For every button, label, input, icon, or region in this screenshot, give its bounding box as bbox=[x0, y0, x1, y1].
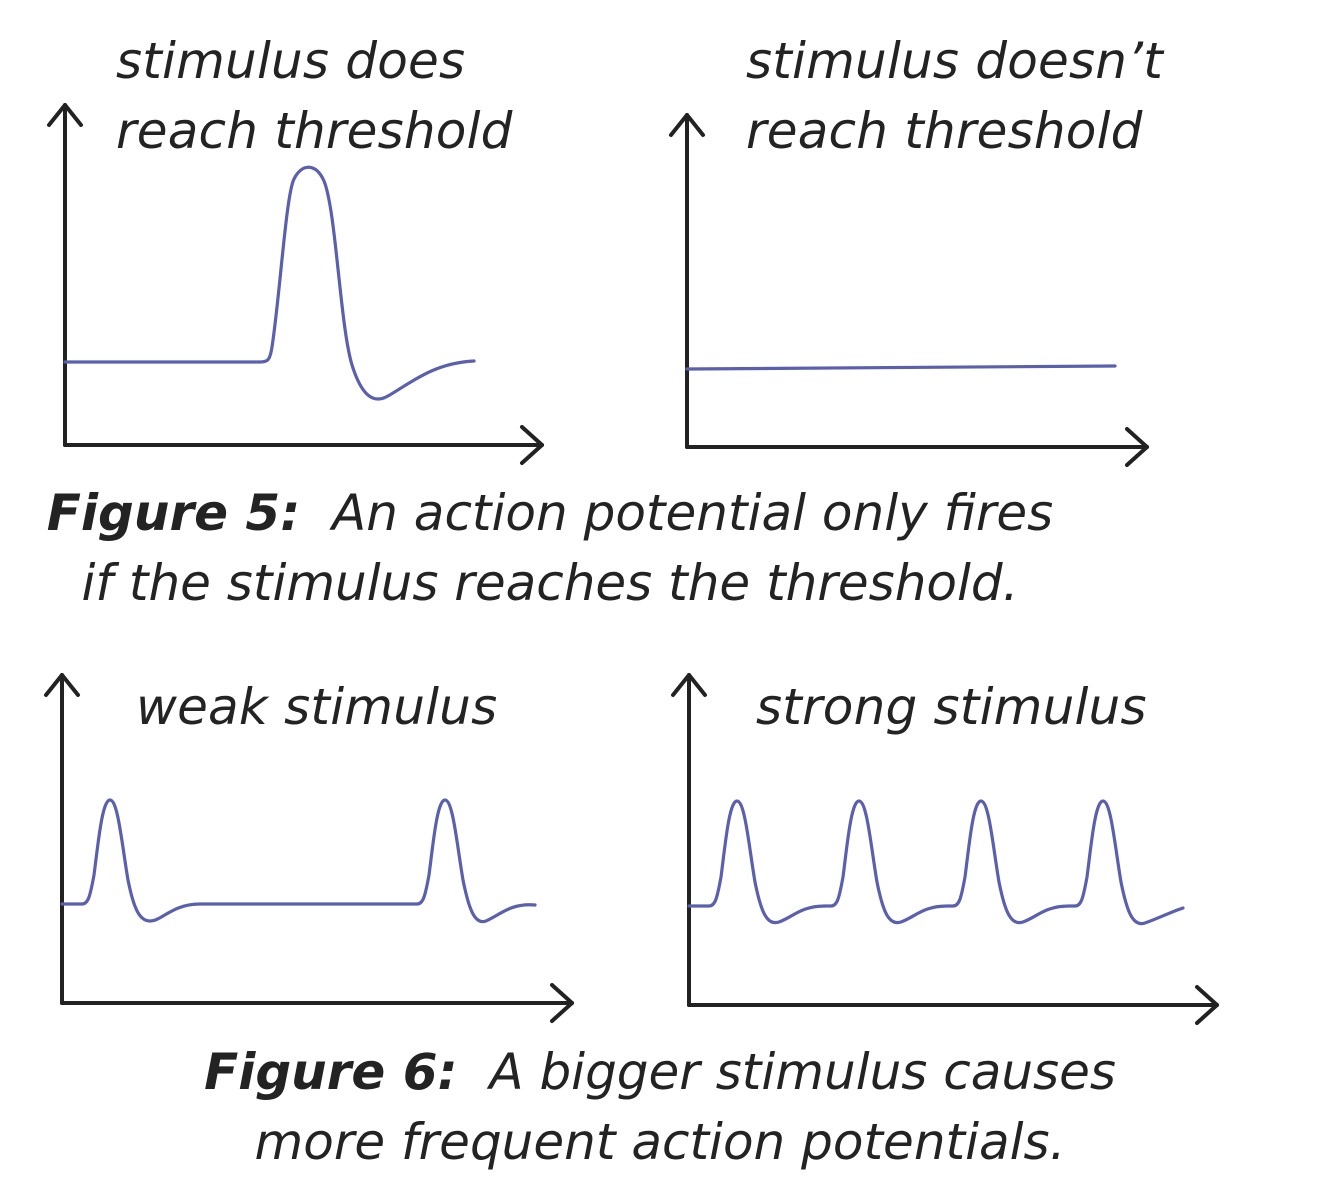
figure-6-caption-line-2: more frequent action potentials. bbox=[40, 1107, 1280, 1177]
panel-title-threshold-reached: stimulus does reach threshold bbox=[116, 32, 513, 160]
figure-6-caption-text-1: A bigger stimulus causes bbox=[489, 1043, 1116, 1101]
axes bbox=[669, 113, 1149, 467]
figure-5-caption: Figure 5: An action potential only fires… bbox=[40, 478, 1140, 618]
figure-6-caption-line-1: Figure 6: A bigger stimulus causes bbox=[40, 1037, 1280, 1107]
plot-strong-stimulus bbox=[671, 673, 1219, 1025]
action-potential-trace bbox=[63, 165, 476, 401]
axes bbox=[44, 673, 574, 1023]
plot-threshold-reached bbox=[47, 103, 544, 465]
flat-resting-trace bbox=[685, 364, 1117, 371]
strong-stimulus-trace bbox=[687, 799, 1185, 926]
y-axis-arrowhead bbox=[671, 673, 707, 697]
x-axis-arrowhead bbox=[520, 425, 544, 465]
plot-weak-stimulus bbox=[44, 673, 574, 1023]
figure-5-caption-line-2: if the stimulus reaches the threshold. bbox=[40, 548, 1140, 618]
y-axis-arrowhead bbox=[669, 113, 705, 137]
panel-title-threshold-not-reached: stimulus doesn’t reach threshold bbox=[746, 32, 1163, 160]
x-axis-arrowhead bbox=[1125, 427, 1149, 467]
figure-5-caption-text-1: An action potential only fires bbox=[332, 484, 1054, 542]
axes bbox=[671, 673, 1219, 1025]
axes bbox=[47, 103, 544, 465]
figure-6-caption-text-2: more frequent action potentials. bbox=[254, 1113, 1066, 1171]
figure-6-label: Figure 6: bbox=[204, 1043, 458, 1101]
y-axis-arrowhead bbox=[47, 103, 83, 127]
weak-stimulus-trace bbox=[60, 798, 537, 924]
figure-5-caption-text-2: if the stimulus reaches the threshold. bbox=[81, 554, 1019, 612]
figure-5-caption-line-1: Figure 5: An action potential only fires bbox=[40, 478, 1140, 548]
figure-5-label: Figure 5: bbox=[46, 484, 301, 542]
panel-title-weak-stimulus: weak stimulus bbox=[136, 678, 498, 736]
plot-threshold-not-reached bbox=[669, 113, 1149, 467]
x-axis-arrowhead bbox=[1195, 985, 1219, 1025]
figure-6-caption: Figure 6: A bigger stimulus causes more … bbox=[40, 1037, 1280, 1177]
y-axis-arrowhead bbox=[44, 673, 80, 697]
x-axis-arrowhead bbox=[550, 983, 574, 1023]
panel-title-strong-stimulus: strong stimulus bbox=[756, 678, 1147, 736]
